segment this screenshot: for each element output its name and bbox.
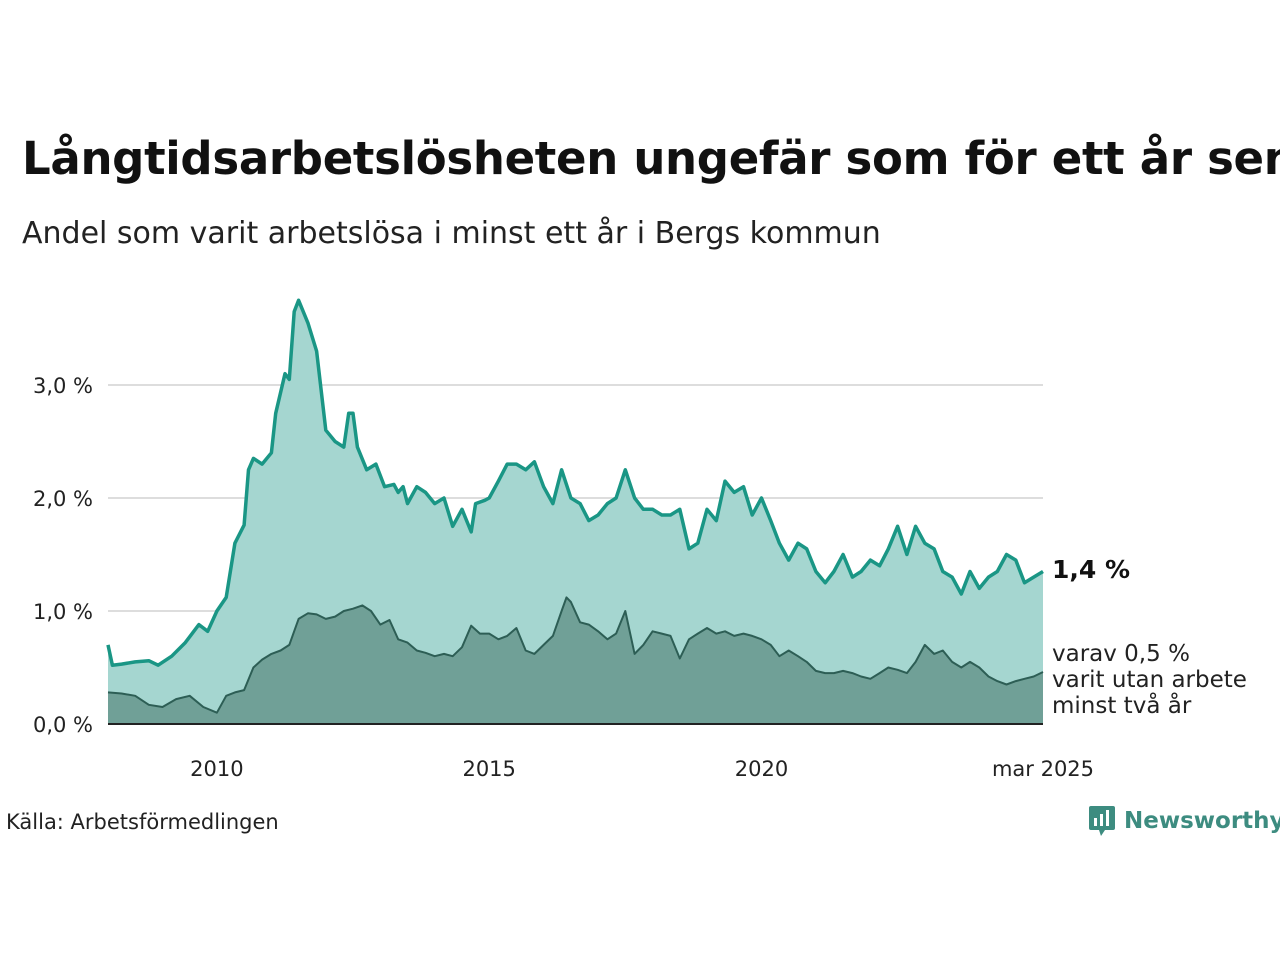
line-two-year [107,596,1044,714]
x-axis: 2010 2015 2020 mar 2025 [190,757,1094,781]
y-axis: 0,0 % 1,0 % 2,0 % 3,0 % [33,374,93,737]
y-tick-label: 3,0 % [33,374,93,398]
sub-annotation-line3: minst två år [1052,691,1192,719]
end-value-label: 1,4 % [1052,555,1130,584]
x-tick-label: 2015 [462,757,515,781]
newsworthy-logo-icon [1089,806,1115,836]
sub-annotation-line2: varit utan arbete [1052,667,1247,693]
brand-logo[interactable]: Newsworthy [1088,804,1280,838]
source-note: Källa: Arbetsförmedlingen [6,810,279,834]
x-tick-label: 2020 [735,757,788,781]
line-long-term [106,298,1044,667]
brand-name: Newsworthy [1124,808,1280,834]
x-tick-label: mar 2025 [992,757,1094,781]
y-tick-label: 1,0 % [33,600,93,624]
x-tick-label: 2010 [190,757,243,781]
y-tick-label: 2,0 % [33,487,93,511]
chart-title: Långtidsarbetslösheten ungefär som för e… [22,132,1280,185]
y-tick-label: 0,0 % [33,713,93,737]
chart-subtitle: Andel som varit arbetslösa i minst ett å… [22,216,881,251]
sub-annotation-line1: varav 0,5 % [1052,641,1190,667]
area-two-year [108,597,1043,724]
